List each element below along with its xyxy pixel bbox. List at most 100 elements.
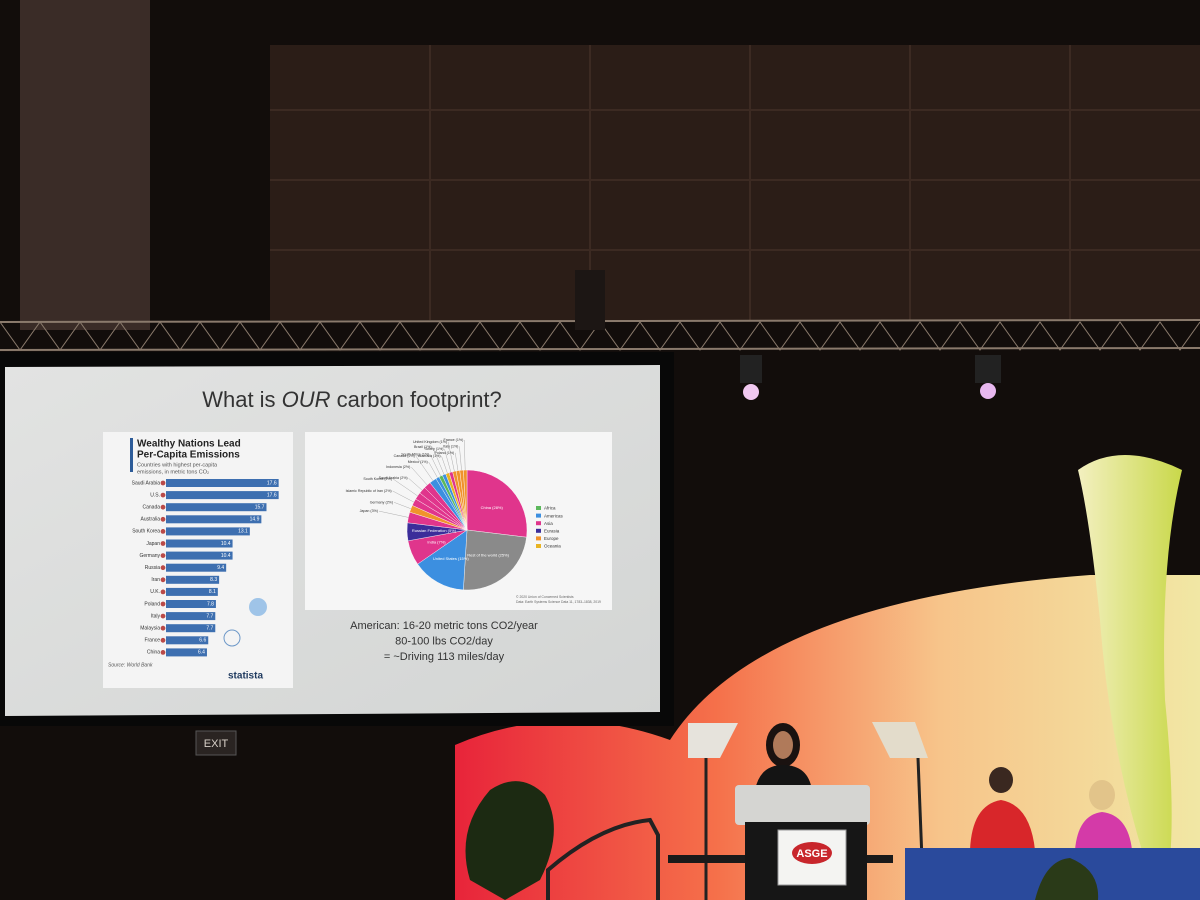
category-label: U.K. (150, 589, 160, 595)
slice-label: South Korea (2%) (363, 477, 392, 481)
credit: Data: Earth Systems Science Data 11, 178… (516, 600, 601, 604)
statista-panel (103, 432, 293, 688)
exit-sign (195, 730, 237, 756)
flag (160, 541, 166, 546)
bar (166, 648, 207, 657)
value-label: 9.4 (217, 565, 224, 571)
legend-label: Oceania (544, 544, 561, 549)
category-label: Saudi Arabia (132, 480, 161, 486)
leader-line (392, 478, 418, 497)
slice-label: France (1%) (444, 438, 464, 442)
stage-tower (1078, 455, 1182, 860)
value-label: 6.4 (198, 650, 205, 656)
bar (166, 527, 250, 536)
value-label: 7.7 (206, 626, 213, 632)
slice-label: Japan (3%) (360, 509, 378, 513)
category-label: South Korea (132, 529, 160, 535)
legend-label: Africa (544, 506, 556, 511)
leader-line (459, 446, 462, 471)
slice-label: Poland (1%) (434, 451, 454, 455)
title-accent (130, 438, 133, 472)
music-stand (872, 722, 928, 758)
slice-label: Islamic Republic of Iran (2%) (346, 489, 392, 493)
leader-line (411, 466, 428, 486)
leader-line (392, 490, 414, 503)
bar (166, 600, 216, 608)
category-label: Australia (141, 517, 161, 523)
stage-light (975, 355, 1001, 383)
flag (160, 650, 166, 655)
slice-label: Mexico (1%) (408, 460, 428, 464)
bar-chart-subtitle: emissions, in metric tons CO₂ (137, 469, 209, 475)
legend-swatch (536, 521, 541, 526)
slice-label: Germany (2%) (370, 500, 393, 504)
flag (160, 565, 166, 571)
slide-title: What is OUR carbon footprint? (202, 387, 502, 412)
charts: American: 16-20 metric tons CO2/year 80-1… (108, 438, 601, 682)
legend-swatch (536, 506, 541, 510)
category-label: Malaysia (140, 626, 160, 632)
category-label: Canada (142, 505, 160, 511)
bar (166, 515, 262, 524)
credit: © 2020 Union of Concerned Scientists (516, 595, 574, 599)
slice-label: Turkey (1%) (424, 447, 443, 451)
category-label: Germany (139, 553, 160, 559)
bar (166, 624, 216, 633)
value-label: 8.1 (209, 589, 216, 595)
panelist-head (1089, 780, 1115, 810)
slice-label: India (7%) (427, 540, 446, 545)
value-label: 7.7 (206, 613, 213, 619)
slide-note: = ~Driving 113 miles/day (384, 651, 505, 663)
legend-label: Europe (544, 536, 559, 541)
title-emphasis: OUR (282, 387, 331, 412)
exit-text: EXIT (204, 738, 229, 750)
leader-line (432, 446, 445, 475)
bar (166, 575, 220, 584)
legend-label: Asia (544, 521, 553, 526)
bar (166, 491, 279, 500)
slice-label: Australia (1%) (418, 454, 441, 458)
podium-logo: ASGE (796, 848, 827, 860)
category-label: Italy (151, 613, 161, 619)
flag (160, 601, 166, 607)
bar (166, 587, 218, 596)
slice-label: South Africa (1%) (401, 452, 429, 456)
leader-line (408, 478, 423, 491)
stair-rail (546, 817, 660, 900)
flag (160, 577, 166, 583)
plant (465, 781, 554, 900)
value-label: 7.8 (207, 601, 214, 607)
bar-chart-title: Wealthy Nations Lead (137, 439, 241, 450)
legend-swatch (536, 536, 541, 541)
leader-line (393, 502, 411, 509)
category-label: France (144, 638, 160, 644)
flag (160, 529, 166, 534)
slice-label: United Kingdom (1%) (413, 440, 447, 444)
bar (166, 636, 209, 645)
slice-label: Saudi Arabia (2%) (379, 476, 408, 480)
speaker-body (755, 765, 812, 790)
bar (166, 503, 267, 512)
category-label: Japan (146, 541, 160, 547)
slice-label: Canada (2%) (394, 454, 415, 458)
slice-label: Italy (1%) (443, 444, 458, 448)
value-label: 10.4 (221, 541, 231, 547)
slice-label: Rest of the world (25%) (467, 552, 509, 557)
co2-bubble (223, 629, 241, 647)
leader-line (447, 441, 455, 472)
music-stand (688, 723, 738, 758)
flag (160, 480, 166, 486)
bar (166, 551, 233, 560)
stage-light (740, 355, 762, 383)
flag (160, 504, 166, 510)
upper-wall (270, 45, 1200, 320)
category-label: U.S. (150, 492, 160, 498)
bar-chart-title: Per-Capita Emissions (137, 450, 240, 461)
stand-pole (916, 757, 924, 861)
camera (575, 270, 605, 330)
leader-line (441, 456, 448, 474)
panelist-body (970, 800, 1035, 850)
slice-label: Indonesia (2%) (386, 465, 410, 469)
title-part: carbon footprint? (331, 387, 502, 412)
legend-swatch (536, 513, 541, 518)
